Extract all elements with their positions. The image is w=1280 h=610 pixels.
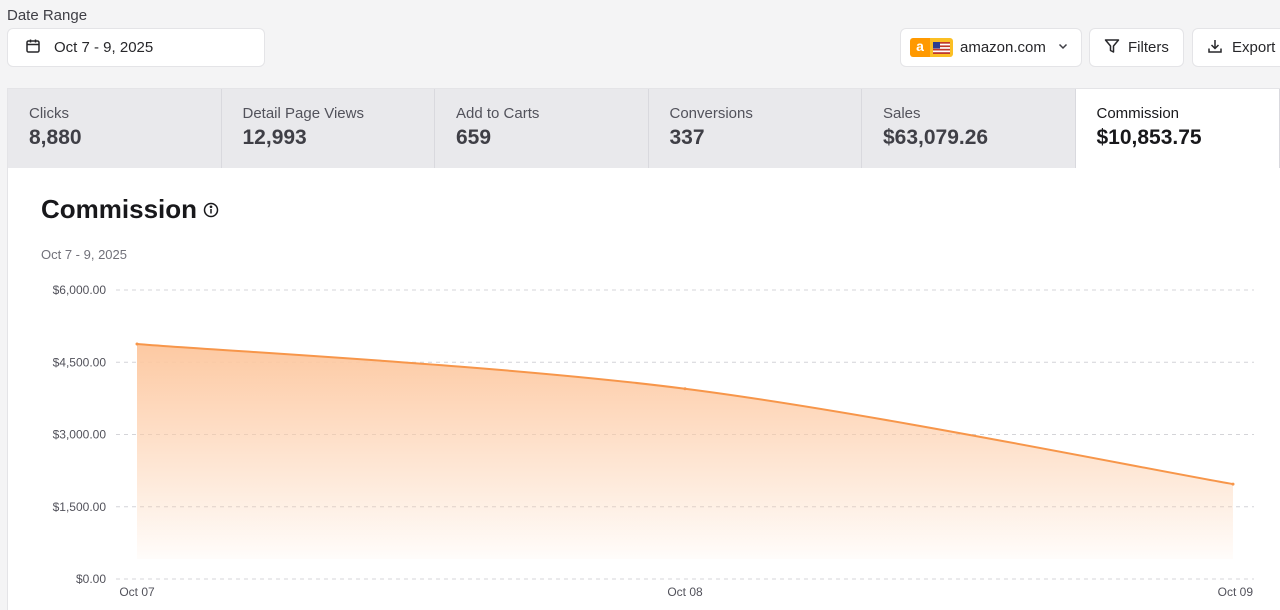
marketplace-label: amazon.com — [960, 39, 1046, 56]
metric-tabs: Clicks 8,880 Detail Page Views 12,993 Ad… — [7, 88, 1280, 169]
us-flag-icon — [930, 38, 953, 57]
metric-label: Commission — [1096, 105, 1180, 122]
info-icon[interactable] — [203, 194, 219, 225]
metric-label: Conversions — [669, 105, 753, 122]
metric-tab-detail-page-views[interactable]: Detail Page Views 12,993 — [221, 89, 435, 169]
metric-tab-conversions[interactable]: Conversions 337 — [648, 89, 862, 169]
chart-title-text: Commission — [41, 194, 198, 224]
y-tick-label: $6,000.00 — [53, 283, 107, 297]
x-tick-label: Oct 07 — [119, 585, 155, 599]
y-tick-label: $3,000.00 — [53, 428, 107, 442]
filter-icon — [1104, 38, 1120, 58]
metric-tab-clicks[interactable]: Clicks 8,880 — [8, 89, 222, 169]
download-icon — [1207, 38, 1223, 58]
commission-area-fill — [137, 343, 1233, 559]
commission-area-chart: $0.00 $1,500.00 $3,000.00 $4,500.00 $6,000.0… — [53, 283, 1254, 599]
y-tick-label: $4,500.00 — [53, 355, 107, 369]
chart-subtitle: Oct 7 - 9, 2025 — [41, 247, 127, 262]
y-tick-label: $0.00 — [76, 572, 106, 586]
filters-label: Filters — [1128, 39, 1169, 56]
metric-tab-commission[interactable]: Commission $10,853.75 — [1075, 89, 1280, 169]
metric-value: $63,079.26 — [883, 126, 989, 149]
export-label: Export — [1232, 39, 1276, 56]
metric-label: Clicks — [29, 105, 69, 122]
date-range-value: Oct 7 - 9, 2025 — [54, 39, 154, 56]
filters-button[interactable]: Filters — [1089, 28, 1184, 67]
data-point-oct-07 — [135, 342, 139, 346]
metric-label: Add to Carts — [456, 105, 540, 122]
x-tick-label: Oct 08 — [667, 585, 703, 599]
chart-title: Commission — [41, 194, 219, 225]
metric-value: $10,853.75 — [1096, 126, 1202, 149]
export-button[interactable]: Export — [1192, 28, 1280, 67]
date-range-picker[interactable]: Oct 7 - 9, 2025 — [7, 28, 265, 67]
marketplace-select[interactable]: a amazon.com — [900, 28, 1082, 67]
y-tick-label: $1,500.00 — [53, 500, 107, 514]
metric-label: Sales — [883, 105, 921, 122]
date-range-label: Date Range — [7, 7, 88, 24]
calendar-icon — [25, 38, 41, 58]
chart-panel: Commission Oct 7 - 9, 2025 $0.00 $1,500.0… — [7, 168, 1280, 610]
chevron-down-icon — [1057, 39, 1069, 56]
x-tick-label: Oct 09 — [1218, 585, 1254, 599]
data-point-oct-08 — [683, 387, 687, 391]
metric-value: 12,993 — [242, 126, 307, 149]
metric-tab-add-to-carts[interactable]: Add to Carts 659 — [435, 89, 649, 169]
metric-tab-sales[interactable]: Sales $63,079.26 — [862, 89, 1076, 169]
marketplace-flag-icon: a — [910, 38, 953, 57]
metric-value: 659 — [456, 126, 492, 149]
data-point-oct-09 — [1231, 482, 1235, 486]
metric-value: 8,880 — [29, 126, 82, 149]
metric-label: Detail Page Views — [242, 105, 364, 122]
metric-value: 337 — [669, 126, 705, 149]
amazon-logo-icon: a — [910, 38, 930, 57]
